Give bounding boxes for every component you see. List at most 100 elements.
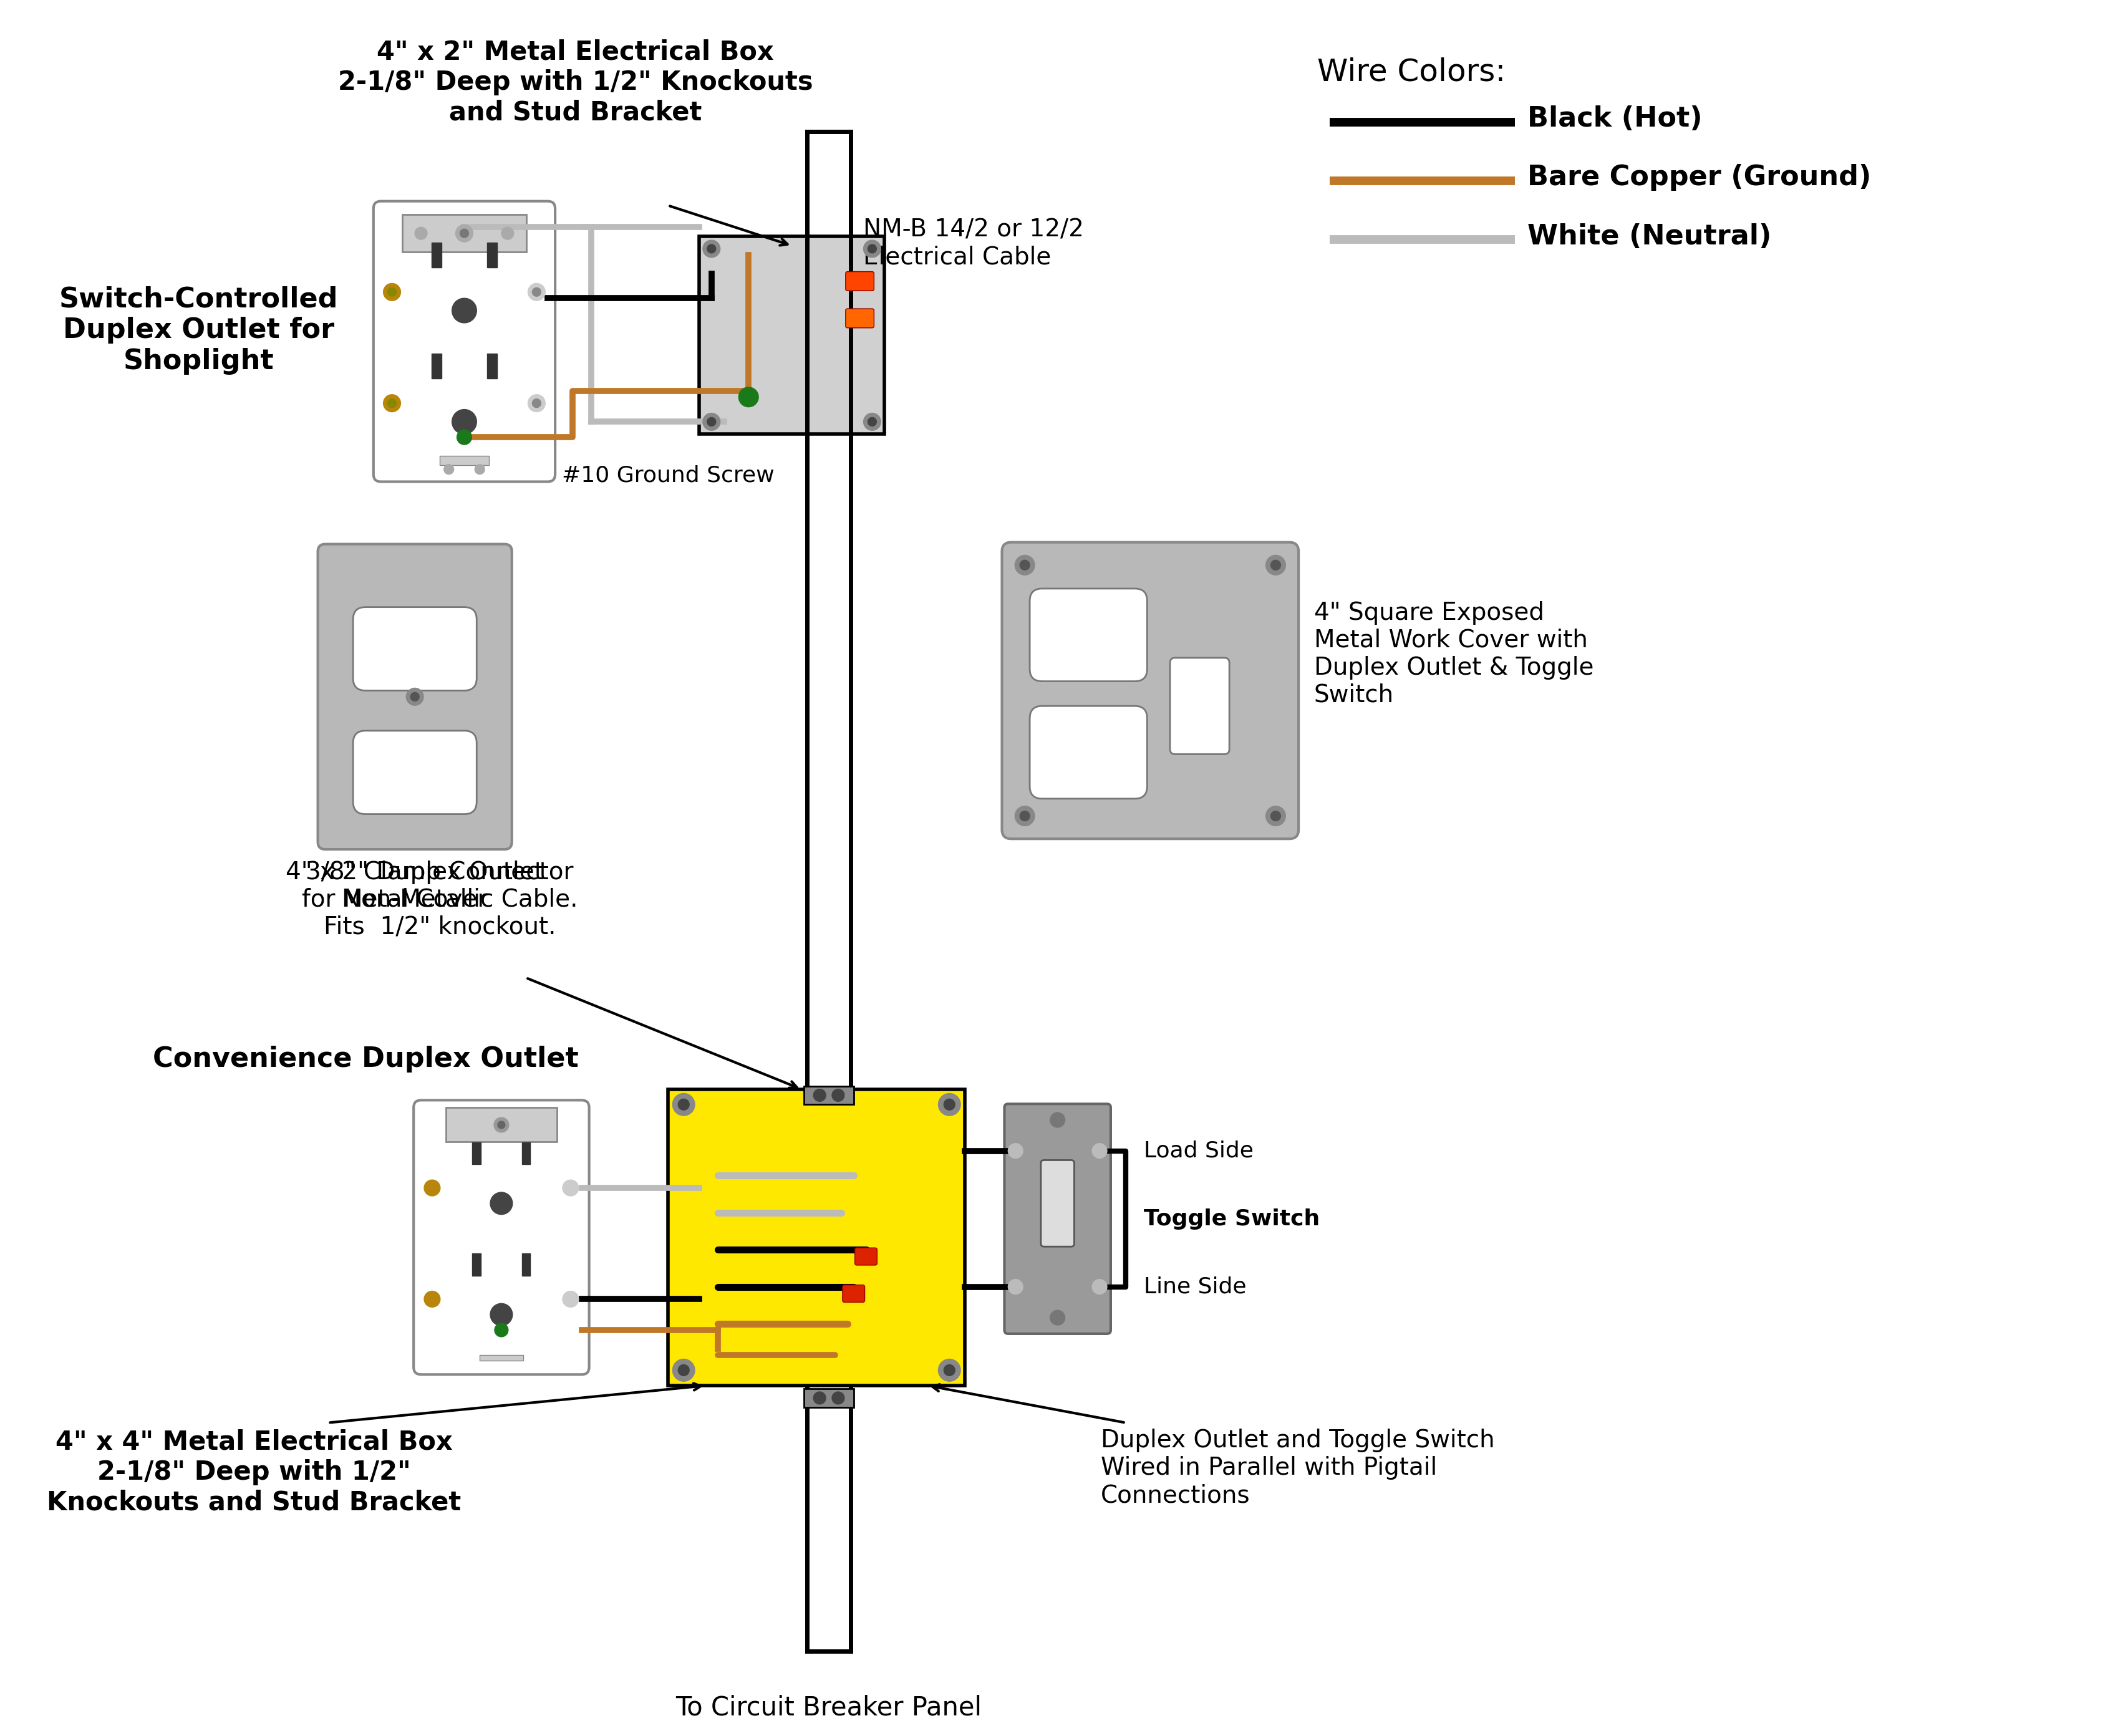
Circle shape: [703, 413, 720, 431]
Circle shape: [1015, 556, 1036, 575]
Circle shape: [1267, 556, 1286, 575]
FancyBboxPatch shape: [1004, 1104, 1110, 1333]
FancyBboxPatch shape: [843, 1285, 864, 1302]
Bar: [699, 236, 885, 434]
Circle shape: [707, 245, 716, 253]
Text: Load Side: Load Side: [1144, 1141, 1254, 1161]
Bar: [472, 1253, 481, 1276]
Text: 4" Square Exposed
Metal Work Cover with
Duplex Outlet & Toggle
Switch: 4" Square Exposed Metal Work Cover with …: [1313, 601, 1593, 707]
Circle shape: [864, 240, 881, 257]
Circle shape: [1021, 811, 1029, 821]
Bar: [432, 243, 441, 267]
Circle shape: [813, 1392, 826, 1404]
Circle shape: [493, 1118, 508, 1132]
Text: Convenience Duplex Outlet: Convenience Duplex Outlet: [152, 1045, 578, 1073]
FancyBboxPatch shape: [413, 1101, 589, 1375]
Circle shape: [868, 245, 877, 253]
Circle shape: [1271, 561, 1281, 569]
Circle shape: [489, 1193, 513, 1215]
Circle shape: [424, 1180, 441, 1196]
Circle shape: [832, 1392, 845, 1404]
Circle shape: [674, 1094, 695, 1116]
FancyBboxPatch shape: [354, 731, 477, 814]
FancyBboxPatch shape: [1029, 589, 1148, 681]
Circle shape: [1008, 1144, 1023, 1158]
FancyBboxPatch shape: [354, 608, 477, 691]
Circle shape: [703, 240, 720, 257]
Bar: [402, 215, 525, 252]
Circle shape: [1051, 1311, 1065, 1325]
Bar: [432, 354, 441, 378]
Circle shape: [407, 687, 424, 705]
Circle shape: [451, 410, 477, 434]
FancyBboxPatch shape: [1040, 1160, 1074, 1246]
FancyBboxPatch shape: [373, 201, 555, 481]
Text: 4" x 2" Duplex Outlet
Metal Cover: 4" x 2" Duplex Outlet Metal Cover: [286, 861, 544, 911]
Bar: [487, 354, 498, 378]
Bar: [805, 1389, 854, 1408]
Circle shape: [563, 1180, 578, 1196]
FancyBboxPatch shape: [1002, 542, 1298, 838]
Text: Duplex Outlet and Toggle Switch
Wired in Parallel with Pigtail
Connections: Duplex Outlet and Toggle Switch Wired in…: [1101, 1429, 1495, 1507]
Circle shape: [383, 394, 400, 411]
Circle shape: [707, 417, 716, 425]
Circle shape: [489, 1304, 513, 1326]
Circle shape: [388, 399, 396, 408]
Circle shape: [1093, 1279, 1108, 1295]
Circle shape: [532, 288, 540, 297]
Circle shape: [563, 1292, 578, 1307]
Bar: [481, 1354, 523, 1361]
Circle shape: [415, 227, 428, 240]
Circle shape: [502, 227, 515, 240]
Text: Switch-Controlled
Duplex Outlet for
Shoplight: Switch-Controlled Duplex Outlet for Shop…: [59, 286, 339, 375]
Circle shape: [938, 1094, 962, 1116]
Circle shape: [527, 283, 544, 300]
Circle shape: [1051, 1113, 1065, 1127]
Circle shape: [674, 1359, 695, 1382]
Circle shape: [383, 283, 400, 300]
Text: NM-B 14/2 or 12/2
Electrical Cable: NM-B 14/2 or 12/2 Electrical Cable: [862, 219, 1084, 269]
Circle shape: [411, 693, 419, 701]
Circle shape: [457, 431, 472, 444]
Circle shape: [739, 387, 758, 406]
Text: White (Neutral): White (Neutral): [1527, 222, 1771, 250]
Circle shape: [1267, 806, 1286, 826]
Bar: [669, 1088, 966, 1385]
Circle shape: [532, 399, 540, 408]
Circle shape: [678, 1099, 688, 1109]
Text: Wire Colors:: Wire Colors:: [1317, 57, 1506, 87]
Circle shape: [474, 465, 485, 474]
Circle shape: [945, 1364, 955, 1375]
Circle shape: [527, 394, 544, 411]
FancyBboxPatch shape: [845, 271, 875, 292]
FancyBboxPatch shape: [845, 309, 875, 328]
Text: #10 Ground Screw: #10 Ground Screw: [561, 465, 775, 486]
Circle shape: [1271, 811, 1281, 821]
Circle shape: [832, 1088, 845, 1101]
FancyBboxPatch shape: [856, 1248, 877, 1266]
Bar: [441, 457, 489, 465]
FancyBboxPatch shape: [318, 543, 513, 849]
Text: Toggle Switch: Toggle Switch: [1144, 1208, 1320, 1229]
Circle shape: [678, 1364, 688, 1375]
Circle shape: [451, 299, 477, 323]
Bar: [805, 1087, 854, 1104]
Text: Bare Copper (Ground): Bare Copper (Ground): [1527, 165, 1870, 191]
Circle shape: [813, 1088, 826, 1101]
Circle shape: [388, 288, 396, 297]
FancyBboxPatch shape: [1029, 707, 1148, 799]
Text: 4" x 2" Metal Electrical Box
2-1/8" Deep with 1/2" Knockouts
and Stud Bracket: 4" x 2" Metal Electrical Box 2-1/8" Deep…: [339, 38, 813, 125]
Circle shape: [445, 465, 453, 474]
Bar: [487, 243, 498, 267]
Bar: [521, 1253, 530, 1276]
Circle shape: [1008, 1279, 1023, 1295]
FancyBboxPatch shape: [1169, 658, 1228, 753]
Circle shape: [938, 1359, 962, 1382]
Text: 3/8" Clamp Connector
for Non-Metallic Cable.
Fits  1/2" knockout.: 3/8" Clamp Connector for Non-Metallic Ca…: [301, 861, 578, 939]
Text: 4" x 4" Metal Electrical Box
2-1/8" Deep with 1/2"
Knockouts and Stud Bracket: 4" x 4" Metal Electrical Box 2-1/8" Deep…: [47, 1429, 462, 1516]
Circle shape: [1093, 1144, 1108, 1158]
Circle shape: [496, 1323, 508, 1337]
Bar: [472, 1142, 481, 1165]
Circle shape: [868, 417, 877, 425]
Circle shape: [498, 1121, 504, 1128]
